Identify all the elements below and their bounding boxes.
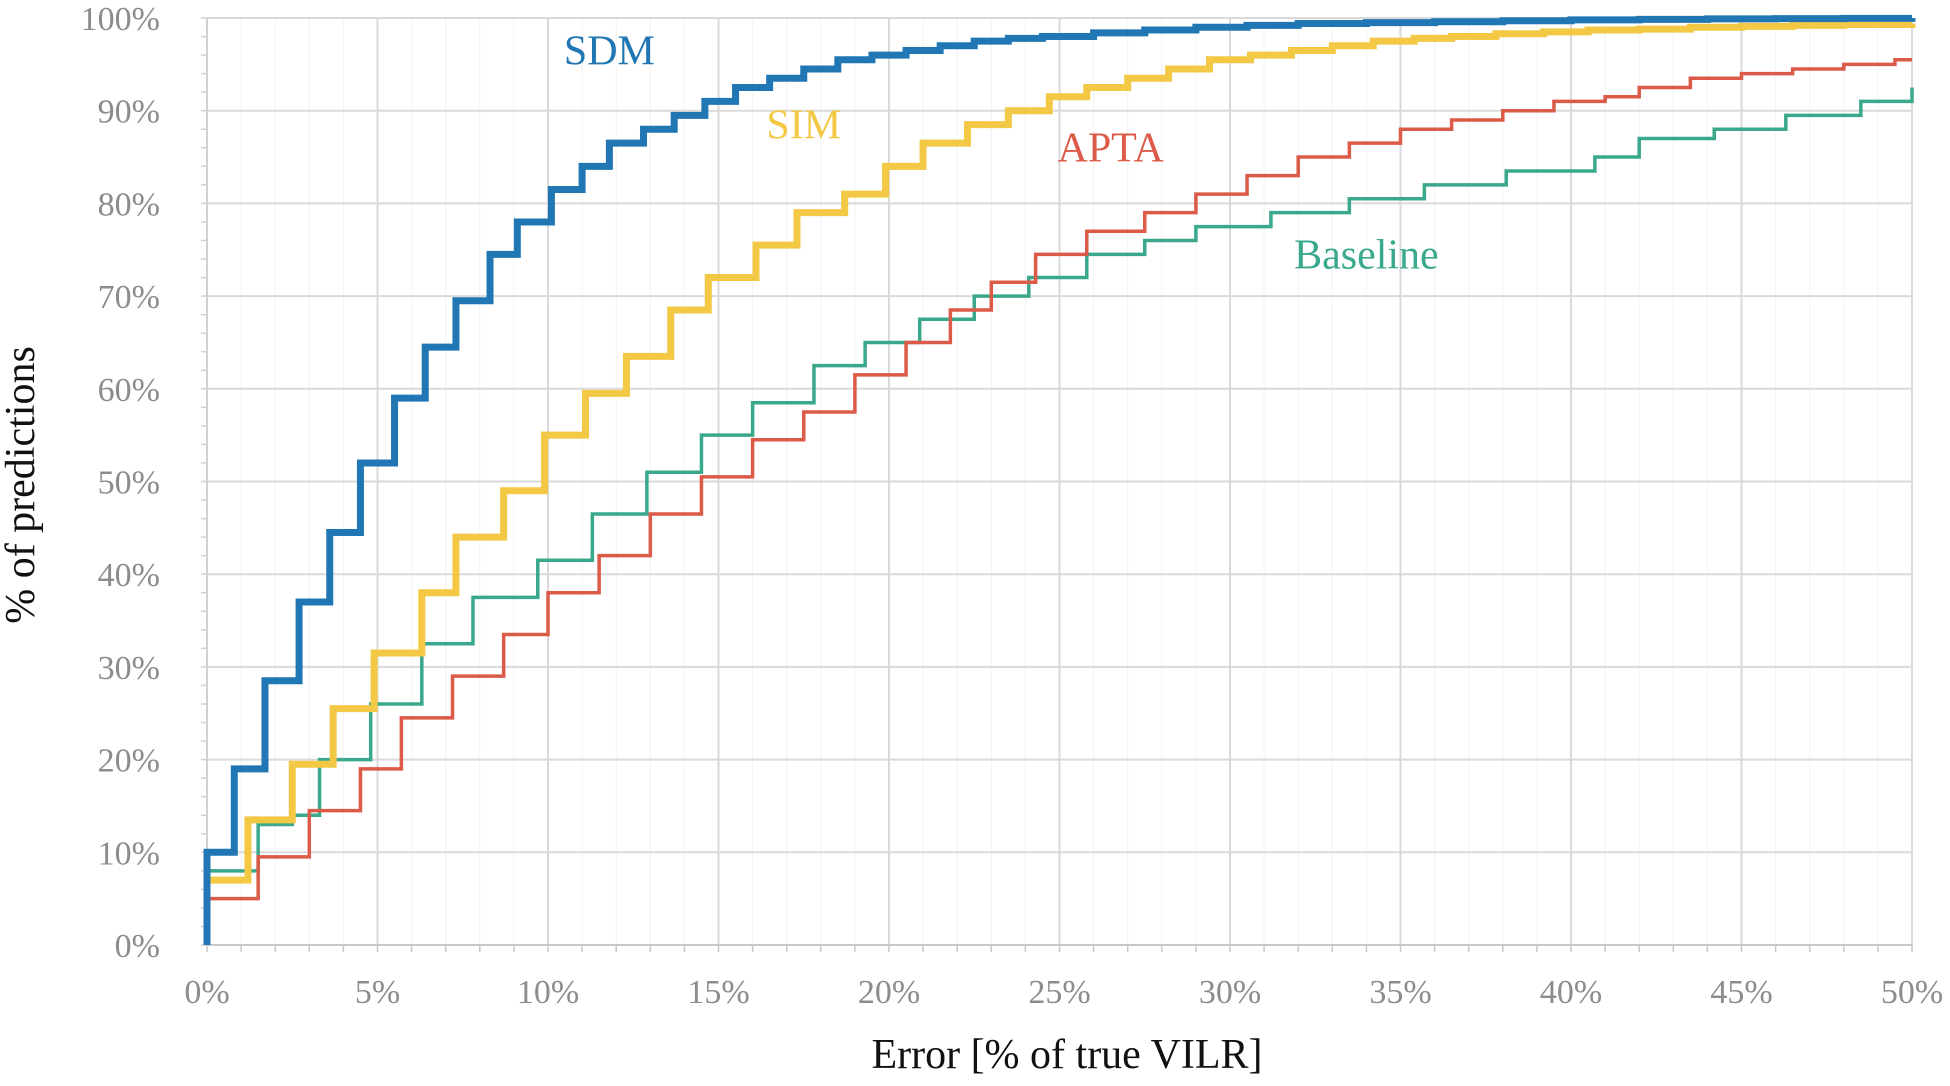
y-axis-title: % of predictions xyxy=(0,346,44,624)
x-tick-label: 25% xyxy=(1028,974,1090,1011)
x-axis-title: Error [% of true VILR] xyxy=(871,1032,1262,1078)
x-tick-label: 50% xyxy=(1881,974,1943,1011)
series-label-apta: APTA xyxy=(1057,126,1164,172)
series-line-sdm xyxy=(203,14,1916,945)
x-tick-label: 40% xyxy=(1540,974,1602,1011)
x-tick-label: 45% xyxy=(1710,974,1772,1011)
grid-layer xyxy=(201,17,1913,952)
y-tick-label: 40% xyxy=(98,557,160,594)
x-axis-ticks: 0% 5% 10% 15% 20% 25% 30% 35% 40% 45% 50% xyxy=(184,974,1943,1011)
series-label-sdm: SDM xyxy=(564,28,655,74)
y-tick-label: 60% xyxy=(98,372,160,409)
y-tick-label: 100% xyxy=(81,1,160,38)
x-tick-label: 10% xyxy=(517,974,579,1011)
series-label-baseline: Baseline xyxy=(1294,232,1439,278)
y-tick-label: 70% xyxy=(98,279,160,316)
x-tick-label: 35% xyxy=(1369,974,1431,1011)
x-tick-label: 20% xyxy=(858,974,920,1011)
y-tick-label: 10% xyxy=(98,835,160,872)
y-axis-ticks: 0% 10% 20% 30% 40% 50% 60% 70% 80% 90% 100% xyxy=(81,1,160,965)
y-tick-label: 0% xyxy=(115,928,160,965)
series-line-sim xyxy=(203,20,1916,945)
series-labels: Baseline APTA SIM SDM xyxy=(564,28,1439,278)
y-tick-label: 50% xyxy=(98,465,160,502)
y-tick-label: 30% xyxy=(98,650,160,687)
y-tick-label: 80% xyxy=(98,186,160,223)
y-tick-label: 20% xyxy=(98,743,160,780)
x-tick-label: 5% xyxy=(355,974,400,1011)
x-tick-label: 15% xyxy=(687,974,749,1011)
series-line-apta xyxy=(205,57,1912,945)
series-layer xyxy=(203,14,1916,945)
series-label-sim: SIM xyxy=(766,103,841,149)
series-line-baseline xyxy=(205,87,1914,945)
x-tick-label: 30% xyxy=(1199,974,1261,1011)
y-tick-label: 90% xyxy=(98,94,160,131)
x-tick-label: 0% xyxy=(184,974,229,1011)
